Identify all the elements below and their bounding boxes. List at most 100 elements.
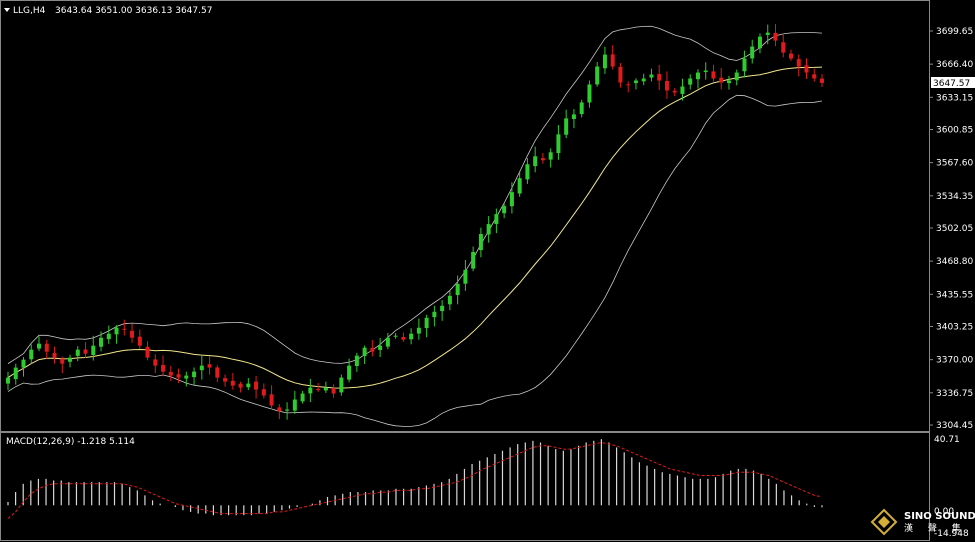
- current-price-tag: [931, 77, 975, 88]
- candle-body: [750, 46, 755, 59]
- candle-body: [238, 383, 243, 388]
- sino-sound-logo: SINO SOUND 漢 聲 集 團: [870, 508, 975, 536]
- candle-body: [184, 375, 189, 379]
- candle-body: [664, 80, 669, 91]
- candle-body: [378, 345, 383, 350]
- chart-ohlc: 3643.64 3651.00 3636.13 3647.57: [55, 6, 212, 16]
- current-price-label: 3647.57: [933, 79, 970, 89]
- candle-body: [106, 333, 111, 340]
- candle-body: [602, 54, 607, 69]
- moving-average-line: [7, 66, 823, 389]
- candle-body: [122, 328, 127, 330]
- candle-body: [13, 367, 18, 380]
- price-tick-label: 3600.85: [936, 126, 973, 136]
- candle-body: [347, 365, 352, 380]
- candle-body: [292, 399, 297, 411]
- candle-body: [323, 387, 328, 391]
- candle-body: [432, 311, 437, 318]
- candle-body: [362, 347, 367, 357]
- candle-body: [223, 378, 228, 382]
- macd-signal-line: [7, 441, 823, 519]
- candle-body: [781, 42, 786, 53]
- candle-body: [207, 364, 212, 368]
- candle-body: [176, 374, 181, 378]
- candle-body: [796, 59, 801, 67]
- candlesticks: [6, 23, 824, 420]
- candle-body: [672, 90, 677, 93]
- candle-body: [215, 367, 220, 378]
- candle-body: [192, 371, 197, 378]
- dropdown-triangle-icon[interactable]: [4, 8, 10, 12]
- candle-body: [75, 349, 80, 356]
- candle-body: [548, 152, 553, 160]
- candle-body: [145, 346, 150, 358]
- price-tick-label: 3403.25: [936, 323, 973, 333]
- logo-chinese-text: 漢 聲 集 團: [904, 522, 975, 534]
- candle-body: [161, 365, 166, 372]
- candle-body: [199, 365, 204, 371]
- candle-body: [300, 393, 305, 402]
- candle-body: [533, 156, 538, 167]
- candle-body: [618, 66, 623, 83]
- candle-body: [331, 388, 336, 394]
- logo-diamond-icon: [870, 508, 898, 536]
- candle-body: [703, 70, 708, 73]
- candle-body: [633, 80, 638, 84]
- candle-body: [788, 53, 793, 59]
- price-panel-frame: [0, 0, 930, 432]
- candle-body: [742, 58, 747, 72]
- price-tick-label: 3666.40: [936, 60, 973, 70]
- candle-body: [285, 409, 290, 411]
- candle-body: [254, 381, 259, 390]
- candle-body: [114, 327, 119, 335]
- candle-body: [52, 353, 57, 358]
- candle-body: [463, 269, 468, 284]
- candle-body: [680, 86, 685, 94]
- chart-symbol: LLG,H4: [13, 6, 46, 16]
- candle-body: [773, 32, 778, 41]
- bollinger-upper-band: [7, 25, 823, 364]
- candle-body: [564, 118, 569, 135]
- candle-body: [277, 407, 282, 412]
- candle-body: [804, 65, 809, 73]
- candle-body: [130, 330, 135, 338]
- candle-body: [21, 359, 26, 368]
- candle-body: [587, 84, 592, 103]
- candle-body: [525, 164, 530, 180]
- candle-body: [471, 251, 476, 269]
- candle-body: [230, 380, 235, 386]
- candle-body: [517, 178, 522, 194]
- candle-body: [626, 84, 631, 86]
- candle-body: [494, 214, 499, 225]
- candle-body: [571, 114, 576, 120]
- candle-body: [695, 72, 700, 80]
- candle-body: [641, 78, 646, 82]
- candle-body: [540, 158, 545, 161]
- price-tick-label: 3633.15: [936, 93, 973, 103]
- candle-body: [261, 389, 266, 396]
- candle-body: [719, 77, 724, 83]
- candle-body: [409, 333, 414, 340]
- candle-body: [37, 343, 42, 349]
- candle-body: [812, 74, 817, 79]
- candle-body: [734, 72, 739, 81]
- candle-body: [595, 66, 600, 85]
- candle-body: [416, 327, 421, 334]
- price-tick-label: 3502.05: [936, 224, 973, 234]
- candle-body: [688, 78, 693, 85]
- candle-body: [6, 377, 10, 384]
- bollinger-lower-band: [7, 94, 823, 427]
- macd-axis-bottom: -14.948: [934, 529, 969, 539]
- price-tick-label: 3336.75: [936, 389, 973, 399]
- candle-body: [168, 371, 173, 376]
- candle-body: [44, 343, 49, 352]
- candle-body: [486, 224, 491, 235]
- candle-body: [579, 102, 584, 115]
- price-tick-label: 3567.60: [936, 159, 973, 169]
- candle-body: [726, 80, 731, 84]
- candle-body: [137, 336, 142, 346]
- candle-body: [354, 355, 359, 367]
- price-tick-label: 3370.00: [936, 356, 973, 366]
- candle-body: [308, 387, 313, 394]
